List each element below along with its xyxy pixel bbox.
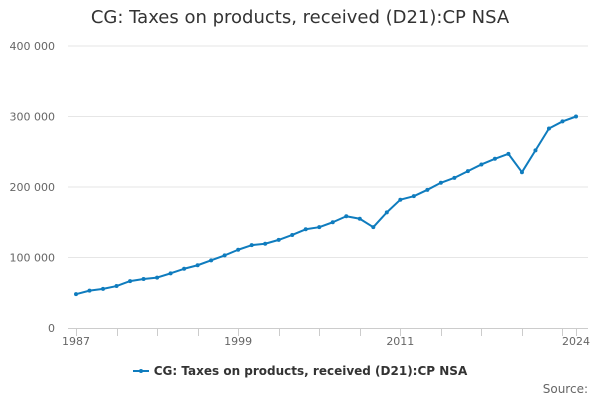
data-point[interactable] [411,194,416,199]
x-tick-label: 2011 [386,335,414,348]
data-point[interactable] [182,266,187,271]
data-point[interactable] [371,225,376,230]
y-tick-label: 100 000 [10,252,56,265]
data-point[interactable] [560,119,565,124]
data-point[interactable] [249,243,254,248]
gridlines [68,45,588,258]
x-tick-label: 1999 [224,335,252,348]
data-point[interactable] [317,225,322,230]
data-point[interactable] [438,180,443,185]
data-point[interactable] [290,232,295,237]
data-point[interactable] [195,263,200,268]
legend: CG: Taxes on products, received (D21):CP… [0,364,600,379]
data-point[interactable] [141,277,146,282]
y-tick-label: 200 000 [10,181,56,194]
series-layer [74,114,578,297]
axes: 0 100 000 200 000 300 000 400 000 1987 1999 201… [10,40,591,348]
data-point[interactable] [74,292,78,297]
data-point[interactable] [276,237,281,242]
data-point[interactable] [101,286,106,291]
data-point[interactable] [574,114,578,119]
data-point[interactable] [398,197,403,202]
data-point[interactable] [384,210,389,215]
data-point[interactable] [533,148,538,153]
data-point[interactable] [155,275,160,280]
legend-label: CG: Taxes on products, received (D21):CP… [153,364,468,378]
data-point[interactable] [263,241,268,246]
data-point[interactable] [479,162,484,167]
data-point[interactable] [492,156,497,161]
data-point[interactable] [128,279,133,284]
series-line [75,115,577,296]
data-point[interactable] [357,216,362,221]
data-point[interactable] [114,284,119,289]
data-point[interactable] [87,288,92,293]
data-point[interactable] [222,253,227,258]
data-point[interactable] [546,126,551,131]
chart-title: CG: Taxes on products, received (D21):CP… [90,7,510,28]
data-point[interactable] [519,170,524,175]
data-point[interactable] [344,214,349,219]
data-point[interactable] [236,247,241,252]
source-label: Source: [542,382,588,396]
y-tick-label: 0 [48,322,55,335]
x-tick-label: 2024 [562,335,590,348]
x-tick-label: 1987 [62,335,90,348]
legend-line-icon [132,366,149,376]
data-point[interactable] [425,187,430,192]
y-tick-label: 400 000 [10,40,56,53]
data-point[interactable] [303,227,308,232]
legend-item[interactable]: CG: Taxes on products, received (D21):CP… [132,364,468,378]
data-point[interactable] [465,169,470,174]
data-point[interactable] [452,175,457,180]
data-point[interactable] [168,271,173,276]
data-point[interactable] [209,258,214,263]
y-tick-label: 300 000 [10,111,56,124]
data-point[interactable] [506,151,511,156]
data-point[interactable] [330,220,335,225]
